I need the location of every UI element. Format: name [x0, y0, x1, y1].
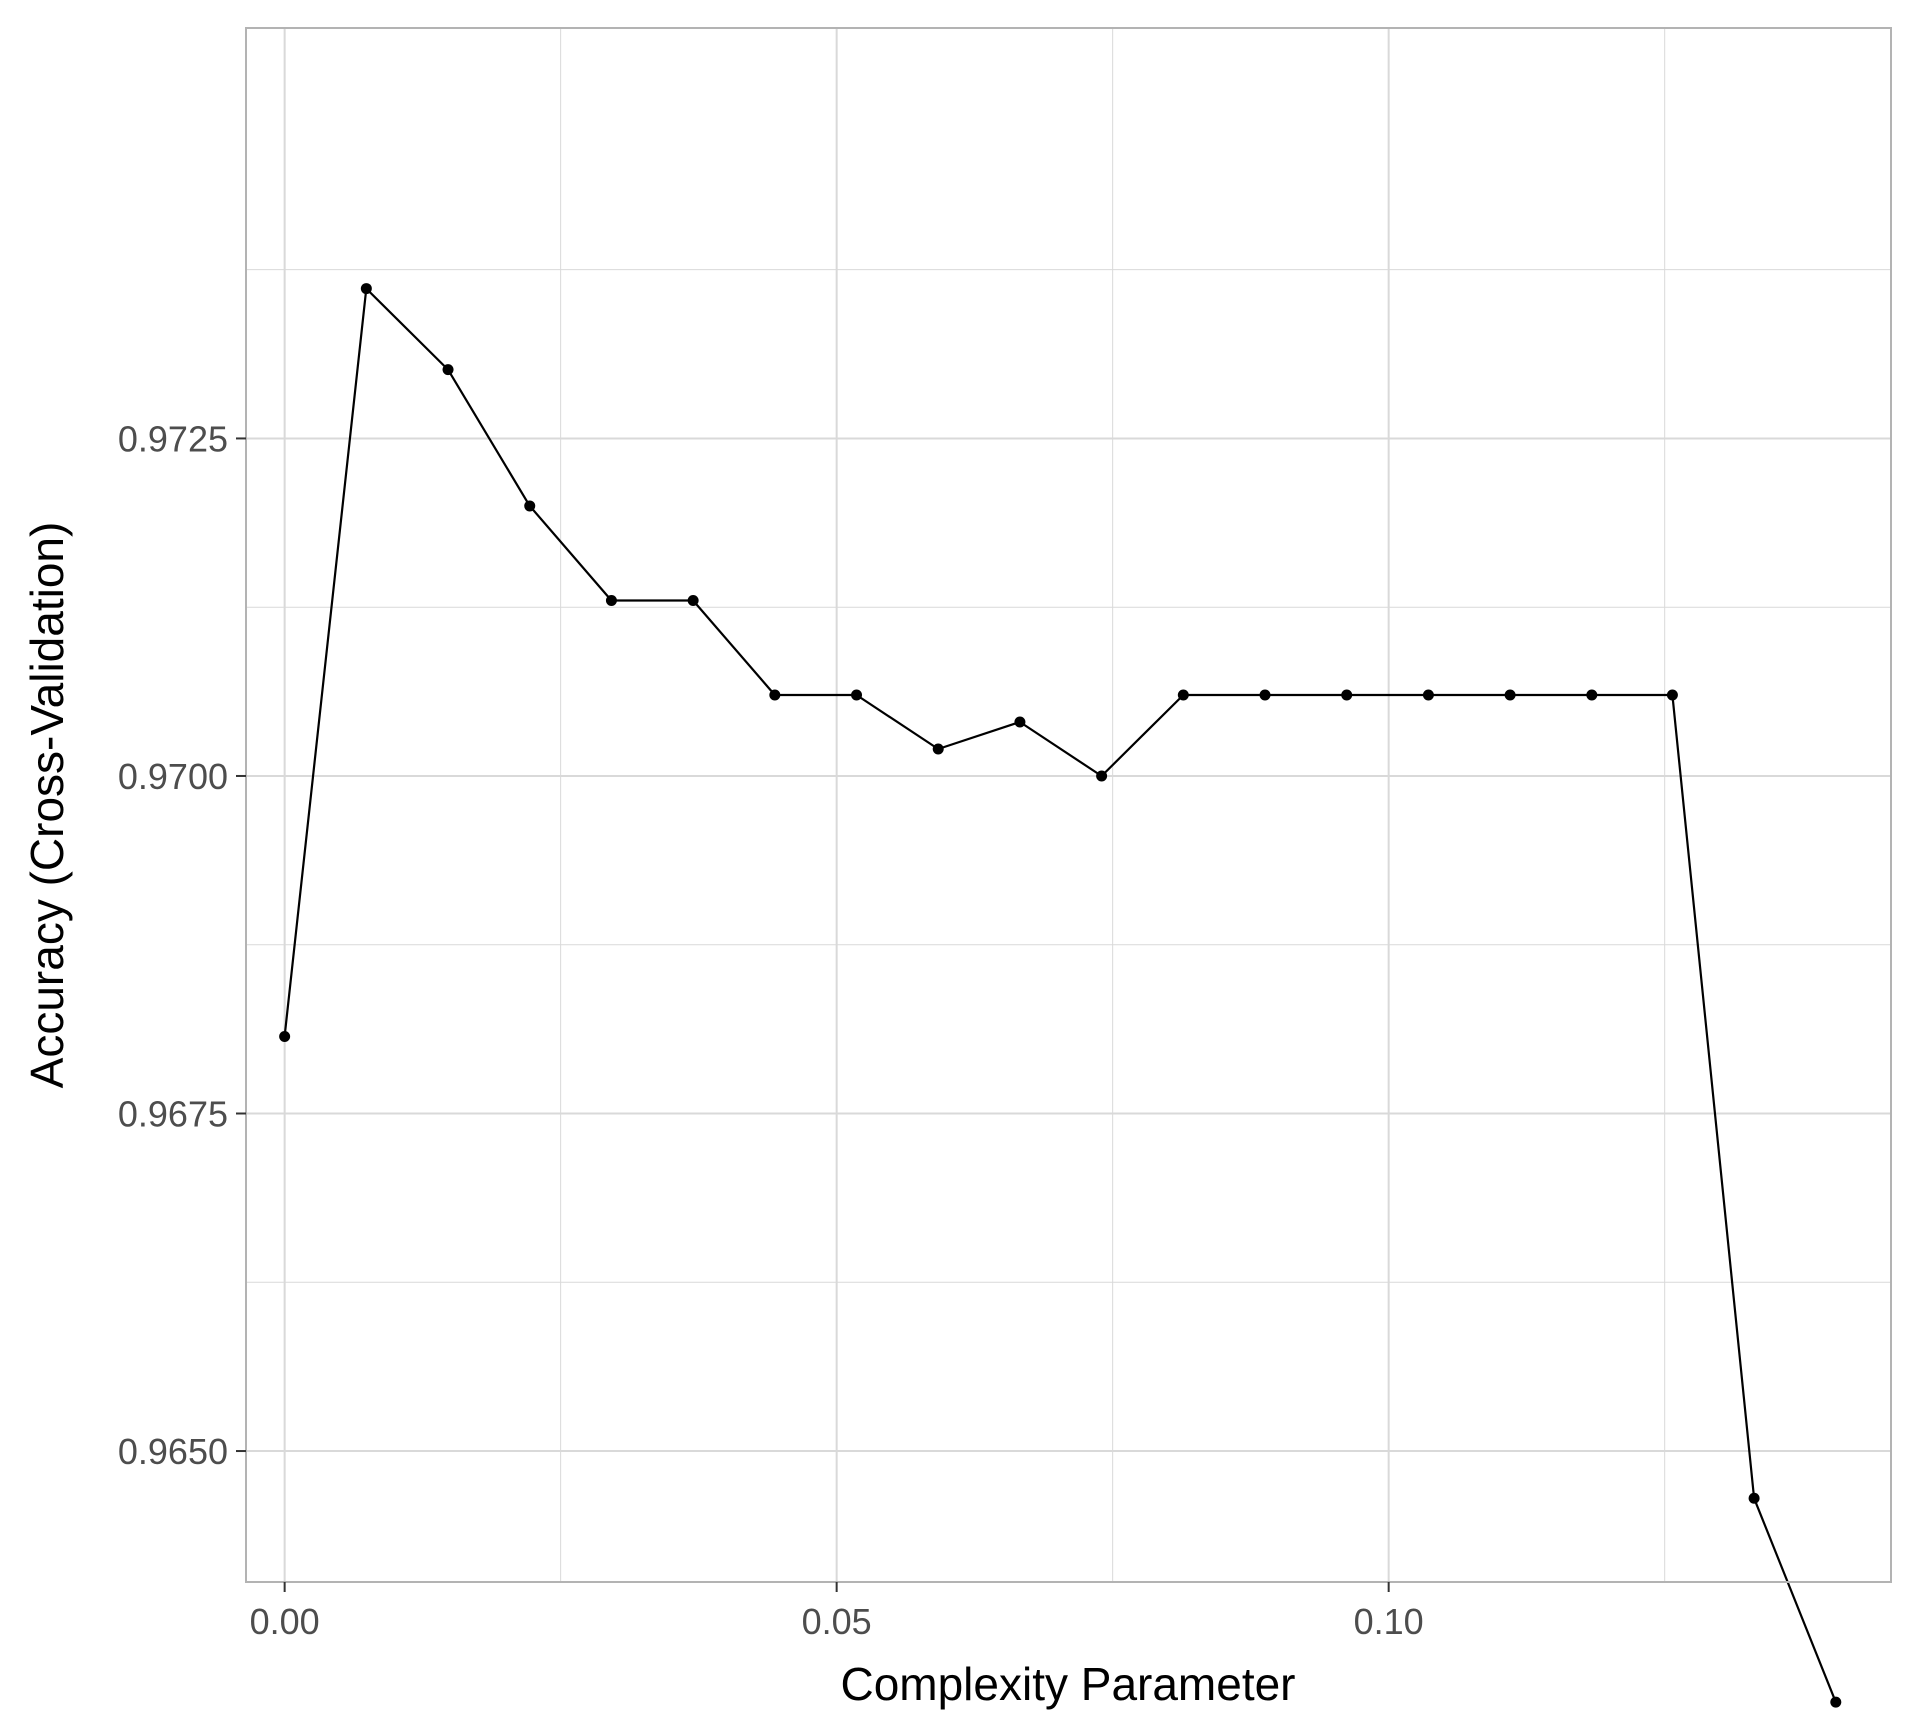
data-point [687, 594, 699, 606]
y-axis-title: Accuracy (Cross-Validation) [21, 522, 73, 1089]
series-line [283, 287, 1837, 1703]
data-point [1830, 1696, 1842, 1708]
data-point [279, 1031, 291, 1043]
data-point [1748, 1492, 1760, 1504]
data-point [605, 594, 617, 606]
data-point [1504, 689, 1516, 701]
data-point [1014, 716, 1026, 728]
y-tick-label: 0.9725 [118, 418, 228, 459]
data-point [769, 689, 781, 701]
series-layer [279, 283, 1842, 1708]
data-point [932, 743, 944, 755]
x-tick-label: 0.00 [250, 1601, 320, 1642]
data-point [851, 689, 863, 701]
data-point [1096, 770, 1108, 782]
data-point [1341, 689, 1353, 701]
y-tick-label: 0.9700 [118, 756, 228, 797]
grid-lines [246, 28, 1891, 1582]
panel-background [246, 28, 1891, 1582]
x-axis-title: Complexity Parameter [840, 1658, 1295, 1710]
y-tick-label: 0.9675 [118, 1094, 228, 1135]
data-point [1422, 689, 1434, 701]
x-tick-label: 0.10 [1354, 1601, 1424, 1642]
data-point [1177, 689, 1189, 701]
x-axis-ticks: 0.00 0.05 0.10 [250, 1582, 1424, 1642]
data-point [442, 364, 454, 376]
x-tick-label: 0.05 [802, 1601, 872, 1642]
data-point [360, 283, 372, 295]
y-tick-label: 0.9650 [118, 1431, 228, 1472]
data-point [1259, 689, 1271, 701]
data-point [1666, 689, 1678, 701]
data-point [1586, 689, 1598, 701]
panel-border [245, 27, 1892, 1583]
y-axis-ticks: 0.9650 0.9675 0.9700 0.9725 [118, 418, 246, 1472]
data-point [524, 500, 536, 512]
